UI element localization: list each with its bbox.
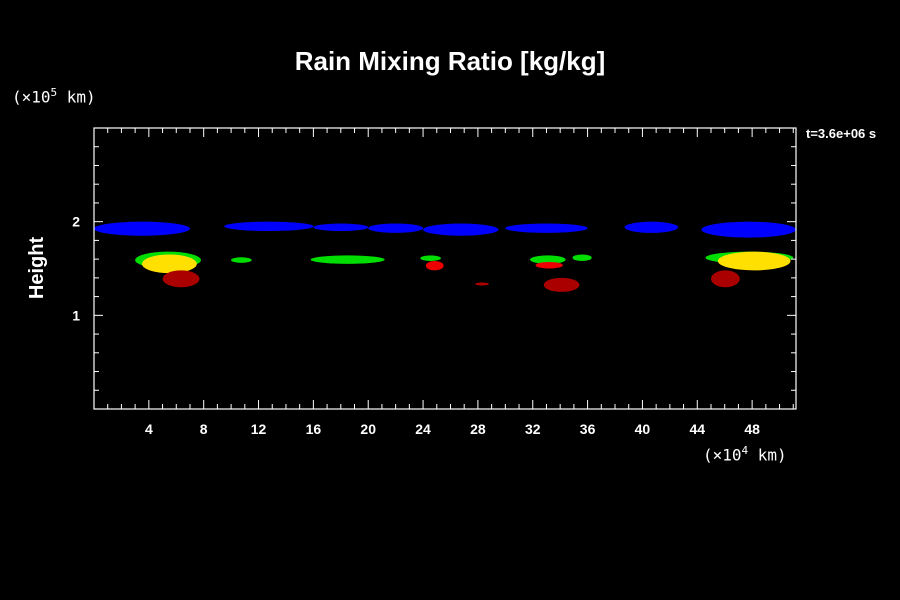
rain-region-yellow	[141, 254, 197, 274]
x-tick-label: 24	[415, 421, 431, 437]
x-unit-prefix: (×10	[703, 445, 742, 465]
y-unit-label: (×105 km)	[12, 86, 96, 106]
data-layer	[94, 221, 796, 292]
x-tick-label: 12	[251, 421, 267, 437]
x-tick-label: 36	[580, 421, 596, 437]
rain-region-blue	[505, 223, 588, 233]
x-unit-label: (×104 km)	[703, 444, 787, 464]
y-unit-exponent: 5	[50, 86, 58, 99]
rain-region-red	[535, 261, 563, 269]
time-annotation: t=3.6e+06 s	[806, 126, 877, 141]
x-tick-label: 32	[525, 421, 541, 437]
rain-region-green	[231, 257, 252, 263]
rain-region-darkred	[162, 270, 200, 288]
plot-frame	[93, 127, 797, 410]
rain-region-darkred	[710, 270, 740, 288]
y-tick-label: 2	[72, 214, 80, 230]
rain-region-blue	[313, 223, 369, 232]
rain-region-darkred	[543, 277, 580, 292]
x-tick-label: 16	[306, 421, 322, 437]
rain-region-green	[572, 254, 592, 262]
plot-background	[94, 128, 796, 409]
rain-region-green	[420, 255, 441, 262]
chart-title: Rain Mixing Ratio [kg/kg]	[294, 46, 606, 76]
rain-region-blue	[423, 223, 499, 236]
rain-region-green	[530, 255, 566, 264]
x-unit-suffix: km)	[748, 445, 787, 465]
x-tick-label: 44	[689, 421, 705, 437]
rain-region-blue	[94, 221, 190, 236]
rain-region-blue	[368, 223, 424, 233]
x-tick-label: 8	[200, 421, 208, 437]
x-tick-label: 48	[744, 421, 760, 437]
rain-region-blue	[224, 221, 314, 232]
rain-region-blue	[624, 221, 679, 233]
x-unit-exponent: 4	[741, 444, 749, 457]
y-unit-prefix: (×10	[12, 87, 51, 107]
rain-region-blue	[701, 221, 796, 238]
x-tick-label: 40	[635, 421, 651, 437]
y-tick-label: 1	[72, 307, 80, 323]
x-tick-label: 28	[470, 421, 486, 437]
rain-region-yellow	[717, 251, 791, 271]
y-unit-suffix: km)	[57, 87, 96, 107]
rain-region-green	[310, 255, 385, 264]
rain-region-red	[425, 261, 444, 271]
x-tick-label: 4	[145, 421, 153, 437]
x-tick-label: 20	[360, 421, 376, 437]
rain-region-darkred	[475, 282, 489, 286]
